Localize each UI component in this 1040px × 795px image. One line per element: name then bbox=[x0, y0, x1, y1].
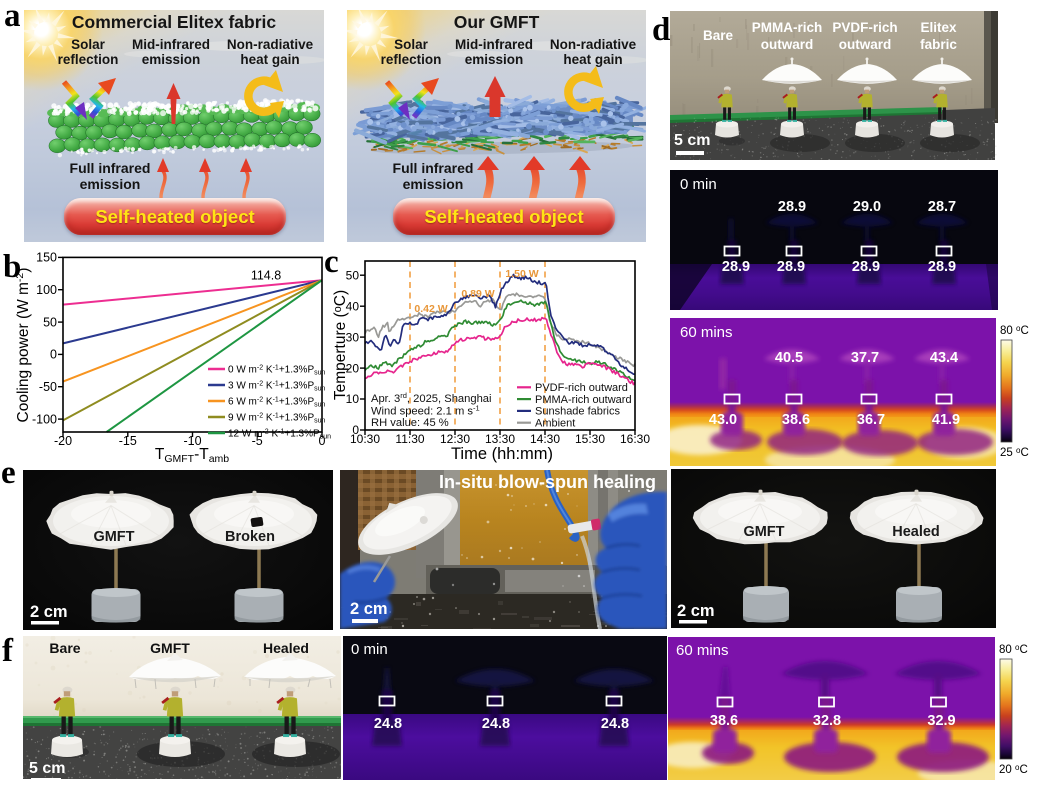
svg-text:38.6: 38.6 bbox=[710, 713, 738, 729]
svg-text:14:30: 14:30 bbox=[530, 432, 560, 446]
svg-text:28.7: 28.7 bbox=[928, 199, 956, 215]
svg-text:40: 40 bbox=[346, 299, 360, 313]
svg-text:32.8: 32.8 bbox=[813, 713, 841, 729]
svg-text:30: 30 bbox=[346, 330, 360, 344]
svg-text:28.9: 28.9 bbox=[722, 259, 750, 275]
svg-text:28.9: 28.9 bbox=[778, 199, 806, 215]
svg-text:-15: -15 bbox=[119, 434, 137, 448]
svg-text:13:30: 13:30 bbox=[485, 432, 515, 446]
svg-text:2 cm: 2 cm bbox=[30, 603, 68, 621]
svg-text:PMMA-rich outward: PMMA-rich outward bbox=[535, 394, 632, 406]
svg-text:0.42 W: 0.42 W bbox=[414, 303, 447, 315]
svg-text:3 W m-2 K-1+1.3%Psun: 3 W m-2 K-1+1.3%Psun bbox=[228, 381, 326, 393]
svg-text:Broken: Broken bbox=[225, 529, 275, 545]
svg-text:28.9: 28.9 bbox=[852, 259, 880, 275]
svg-text:28.9: 28.9 bbox=[928, 259, 956, 275]
svg-text:114.8: 114.8 bbox=[251, 269, 281, 283]
svg-text:15:30: 15:30 bbox=[575, 432, 605, 446]
svg-text:GMFT: GMFT bbox=[743, 524, 784, 540]
svg-text:Sunshade fabrics: Sunshade fabrics bbox=[535, 406, 620, 418]
svg-text:37.7: 37.7 bbox=[851, 350, 879, 366]
svg-text:0.89 W: 0.89 W bbox=[461, 288, 494, 300]
svg-text:60 mins: 60 mins bbox=[680, 324, 733, 341]
svg-text:32.9: 32.9 bbox=[927, 713, 955, 729]
svg-text:28.9: 28.9 bbox=[777, 259, 805, 275]
svg-text:2 cm: 2 cm bbox=[677, 602, 715, 620]
svg-text:29.0: 29.0 bbox=[853, 199, 881, 215]
svg-text:150: 150 bbox=[36, 251, 57, 265]
svg-text:PVDF-rich outward: PVDF-rich outward bbox=[535, 382, 628, 394]
svg-text:50: 50 bbox=[346, 268, 360, 282]
svg-text:10: 10 bbox=[346, 392, 360, 406]
svg-text:40.5: 40.5 bbox=[775, 350, 803, 366]
svg-text:9 W m-2 K-1+1.3%Psun: 9 W m-2 K-1+1.3%Psun bbox=[228, 413, 326, 425]
svg-text:Cooling power (W m-2): Cooling power (W m-2) bbox=[14, 268, 32, 423]
svg-text:11:30: 11:30 bbox=[395, 432, 424, 446]
svg-text:60 mins: 60 mins bbox=[676, 642, 729, 659]
svg-text:38.6: 38.6 bbox=[782, 412, 810, 428]
svg-text:Time (hh:mm): Time (hh:mm) bbox=[451, 445, 553, 463]
svg-text:20: 20 bbox=[346, 361, 360, 375]
svg-text:100: 100 bbox=[36, 283, 57, 297]
svg-text:0: 0 bbox=[319, 434, 326, 448]
svg-text:36.7: 36.7 bbox=[857, 412, 885, 428]
svg-text:50: 50 bbox=[43, 315, 57, 329]
svg-text:-10: -10 bbox=[183, 434, 201, 448]
svg-text:Wind speed: 2.1 m s-1: Wind speed: 2.1 m s-1 bbox=[371, 404, 480, 418]
svg-text:6 W m-2 K-1+1.3%Psun: 6 W m-2 K-1+1.3%Psun bbox=[228, 397, 326, 409]
svg-text:-5: -5 bbox=[252, 434, 263, 448]
svg-text:0: 0 bbox=[352, 423, 359, 437]
svg-text:41.9: 41.9 bbox=[932, 412, 960, 428]
svg-text:16:30: 16:30 bbox=[620, 432, 650, 446]
svg-text:1.50 W: 1.50 W bbox=[505, 268, 538, 280]
svg-text:12 W m-2 K-1+1.3%Psun: 12 W m-2 K-1+1.3%Psun bbox=[228, 429, 331, 441]
svg-text:20 oC: 20 oC bbox=[999, 763, 1028, 776]
svg-text:TGMFT-Tamb: TGMFT-Tamb bbox=[155, 446, 229, 465]
svg-text:Ambient: Ambient bbox=[535, 418, 575, 430]
svg-text:25 oC: 25 oC bbox=[1000, 446, 1029, 459]
svg-text:0: 0 bbox=[50, 348, 57, 362]
svg-text:Healed: Healed bbox=[892, 524, 940, 540]
svg-text:-100: -100 bbox=[32, 412, 57, 426]
svg-text:-50: -50 bbox=[39, 380, 57, 394]
svg-text:0 min: 0 min bbox=[351, 641, 388, 658]
svg-text:80 oC: 80 oC bbox=[1000, 324, 1029, 337]
svg-text:RH value: 45 %: RH value: 45 % bbox=[371, 417, 449, 429]
svg-text:43.0: 43.0 bbox=[709, 412, 737, 428]
svg-text:80 oC: 80 oC bbox=[999, 643, 1028, 656]
svg-text:-20: -20 bbox=[54, 434, 72, 448]
svg-text:10:30: 10:30 bbox=[350, 432, 380, 446]
svg-text:GMFT: GMFT bbox=[93, 529, 134, 545]
svg-text:24.8: 24.8 bbox=[601, 716, 629, 732]
svg-text:24.8: 24.8 bbox=[374, 716, 402, 732]
svg-text:0 W m-2 K-1+1.3%Psun: 0 W m-2 K-1+1.3%Psun bbox=[228, 365, 326, 377]
svg-text:Temperture (oC): Temperture (oC) bbox=[332, 290, 349, 400]
svg-text:0 min: 0 min bbox=[680, 176, 717, 193]
svg-text:43.4: 43.4 bbox=[930, 350, 958, 366]
svg-text:24.8: 24.8 bbox=[482, 716, 510, 732]
svg-text:12:30: 12:30 bbox=[440, 432, 470, 446]
